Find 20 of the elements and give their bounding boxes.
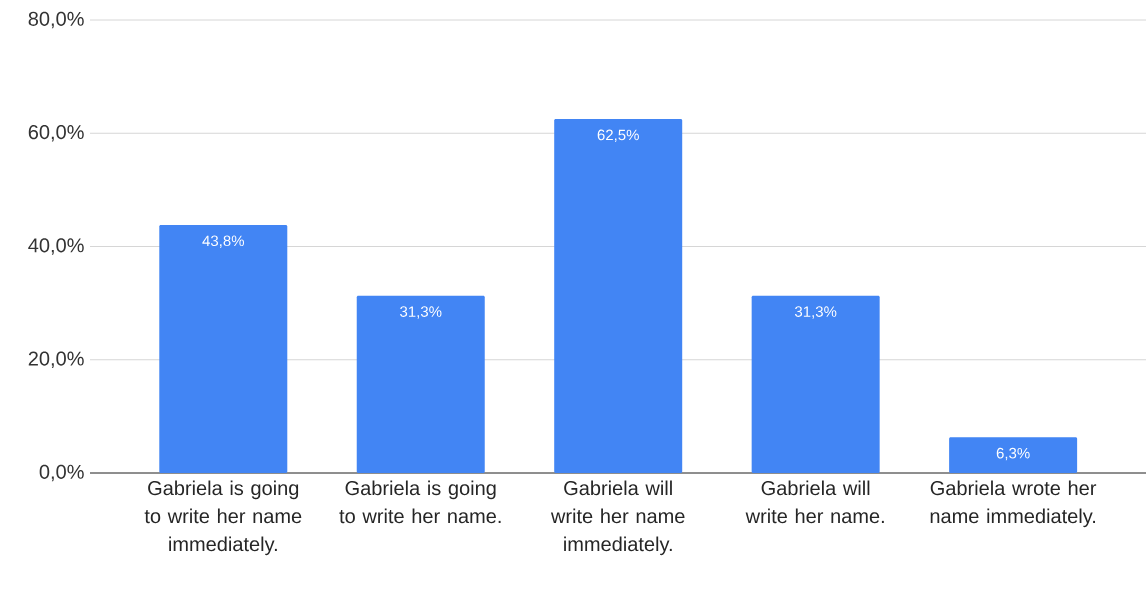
x-tick-label: Gabriela wrote her name immediately. xyxy=(930,480,1097,528)
data-label: 31,3% xyxy=(794,306,837,319)
x-tick-label: Gabriela is going to write her name. xyxy=(339,480,501,524)
data-label: 6,3% xyxy=(996,447,1030,461)
y-tick-label: 40,0% xyxy=(28,238,84,255)
bar xyxy=(751,295,880,473)
y-tick-label: 0,0% xyxy=(39,464,84,482)
y-tick-label: 20,0% xyxy=(28,351,84,369)
y-tick-label: 80,0% xyxy=(28,11,84,29)
data-label: 43,8% xyxy=(202,235,244,248)
x-tick-label: Gabriela is going to write her name immediately. xyxy=(144,480,302,556)
bar xyxy=(356,295,485,473)
bar xyxy=(159,224,288,473)
x-tick-label: Gabriela will write her name immediately. xyxy=(550,480,685,556)
data-label: 62,5% xyxy=(597,129,639,143)
bar xyxy=(949,437,1078,473)
x-tick-label: Gabriela will write her name. xyxy=(745,480,884,524)
y-tick-label: 60,0% xyxy=(28,124,84,142)
bar xyxy=(554,119,683,473)
data-label: 31,3% xyxy=(400,306,442,319)
